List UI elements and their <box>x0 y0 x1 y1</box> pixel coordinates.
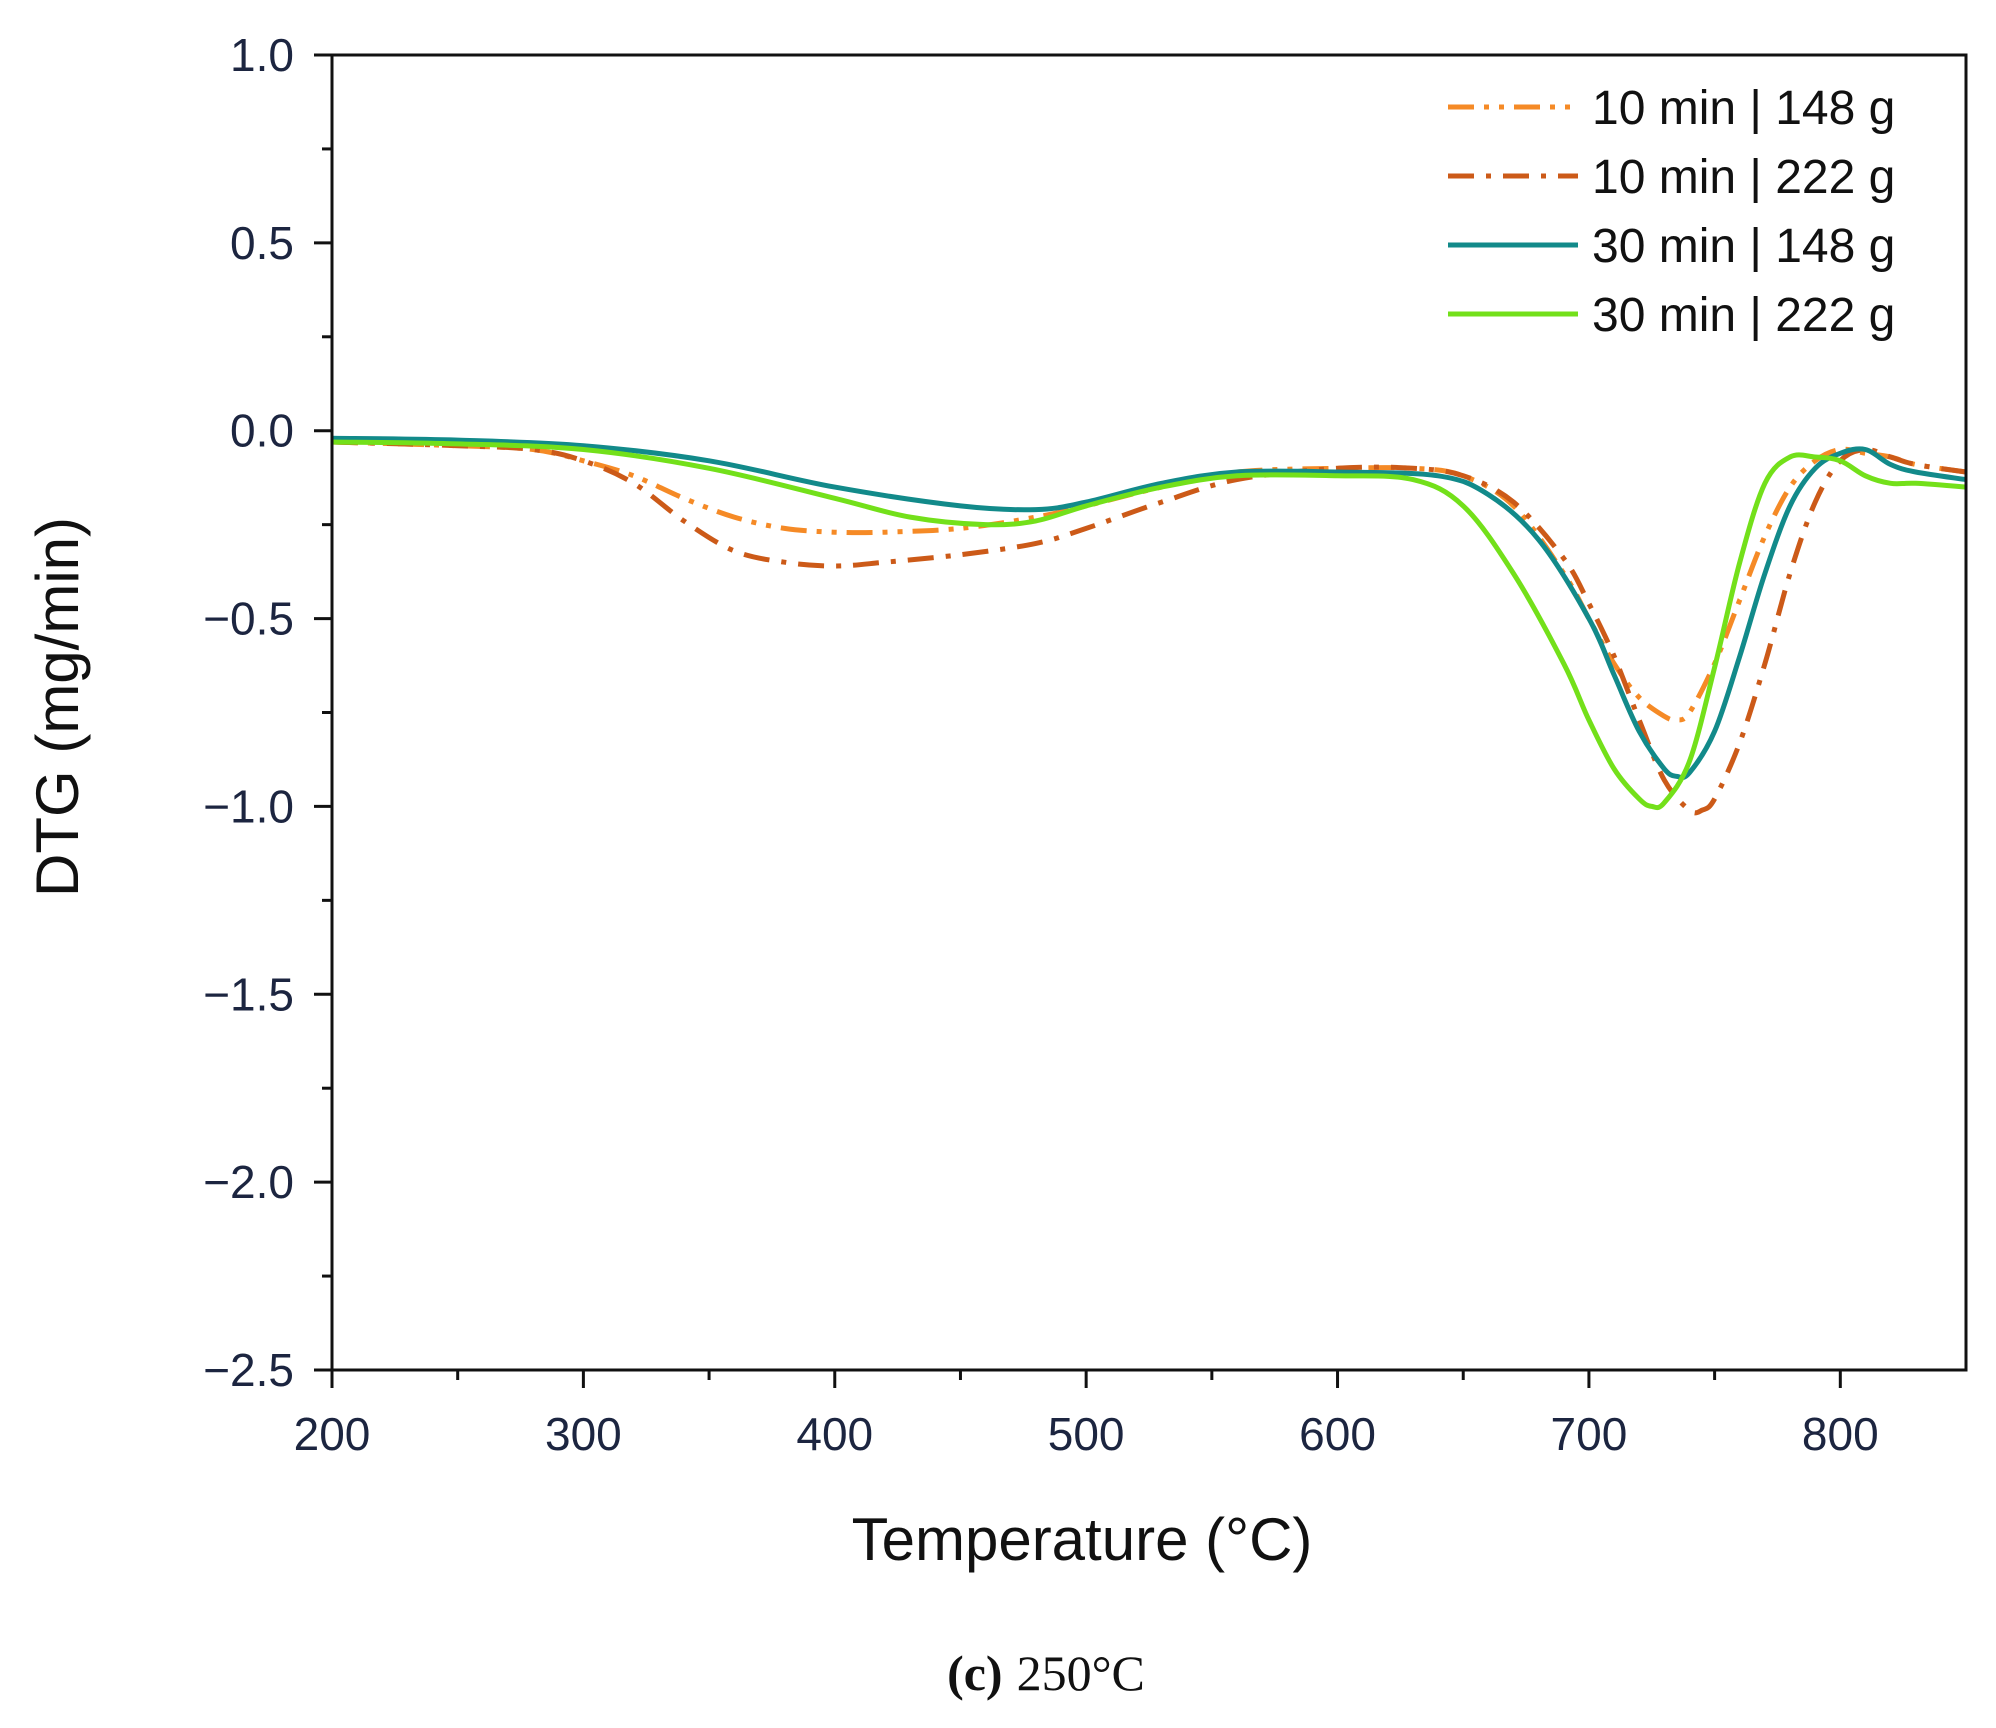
x-axis-ticks: 200 300 400 500 600 700 800 <box>294 1370 1879 1460</box>
x-tick-label: 500 <box>1048 1408 1125 1460</box>
y-tick-label: 0.0 <box>230 405 294 457</box>
caption-label: (c) <box>947 1645 1003 1701</box>
x-axis-title: Temperature (°C) <box>852 1506 1313 1573</box>
x-tick-label: 400 <box>796 1408 873 1460</box>
figure-caption: (c) 250°C <box>947 1645 1145 1701</box>
series-line-4 <box>331 439 1967 811</box>
y-tick-label: −1.5 <box>203 968 294 1020</box>
legend-label-1: 10 min | 148 g <box>1592 82 1895 135</box>
y-tick-label: 1.0 <box>230 29 294 81</box>
y-axis-ticks: 1.0 0.5 0.0 −0.5 −1.0 −1.5 −2.0 −2.5 <box>203 29 332 1396</box>
series-line-2 <box>331 439 1967 816</box>
series-line-3 <box>331 435 1967 781</box>
y-axis-title: DTG (mg/min) <box>24 517 91 897</box>
x-tick-label: 800 <box>1802 1408 1879 1460</box>
plot-area-frame <box>330 53 1968 1372</box>
y-tick-label: −2.0 <box>203 1156 294 1208</box>
y-tick-label: 0.5 <box>230 217 294 269</box>
x-tick-label: 700 <box>1551 1408 1628 1460</box>
legend-label-4: 30 min | 222 g <box>1592 289 1895 342</box>
legend-label-3: 30 min | 148 g <box>1592 220 1895 273</box>
x-tick-label: 600 <box>1299 1408 1376 1460</box>
y-tick-label: −2.5 <box>203 1344 294 1396</box>
y-tick-label: −0.5 <box>203 593 294 645</box>
caption-text: 250°C <box>1017 1645 1145 1701</box>
plot-series <box>331 435 1967 816</box>
legend: 10 min | 148 g 10 min | 222 g 30 min | 148… <box>1448 82 1895 342</box>
x-tick-label: 200 <box>294 1408 371 1460</box>
y-tick-label: −1.0 <box>203 780 294 832</box>
legend-label-2: 10 min | 222 g <box>1592 151 1895 204</box>
x-tick-label: 300 <box>545 1408 622 1460</box>
